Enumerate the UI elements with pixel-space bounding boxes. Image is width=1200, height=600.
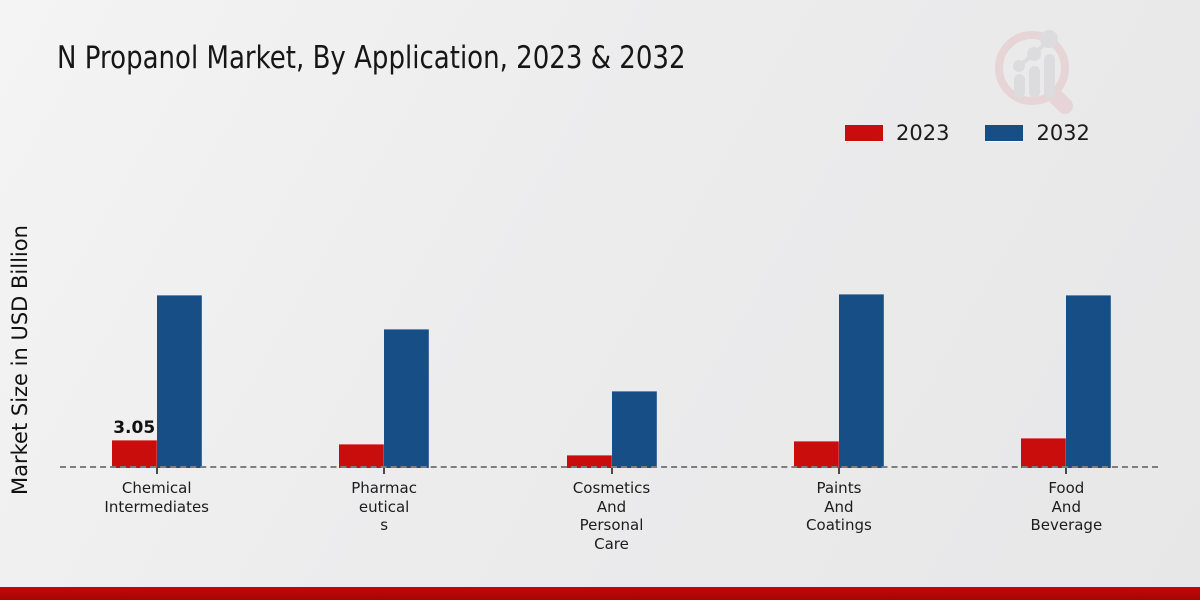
bar-2023-chemical-intermediates	[111, 440, 157, 468]
bar-column: 3.05	[111, 418, 157, 468]
legend-item-2023: 2023	[845, 121, 949, 145]
y-axis-label: Market Size in USD Billion	[8, 225, 32, 495]
bar-column	[566, 455, 612, 468]
bar-2032-cosmetics-and-personal-care	[611, 390, 657, 468]
bar-2023-pharmaceuticals	[339, 444, 385, 468]
tick-cell	[725, 468, 952, 474]
logo-bar-icon	[1029, 66, 1040, 98]
x-axis-line	[60, 466, 1158, 468]
x-axis-ticks	[43, 468, 1180, 474]
bar-group	[498, 0, 725, 468]
bar-2032-pharmaceuticals	[384, 328, 430, 468]
plot-area: 3.05	[43, 0, 1180, 468]
logo-bar-icon	[1044, 54, 1055, 98]
legend-label-2032: 2032	[1036, 121, 1090, 145]
bar-column	[339, 444, 385, 468]
magnifier-ring-icon	[995, 31, 1069, 105]
bar-group	[953, 0, 1180, 468]
axis-tick	[155, 468, 158, 474]
tick-cell	[498, 468, 725, 474]
x-axis-labels: Chemical Intermediates Pharmac eutical s C…	[43, 479, 1180, 553]
bar-2023-cosmetics-and-personal-care	[566, 455, 612, 468]
chart-title: N Propanol Market, By Application, 2023 …	[57, 40, 686, 76]
axis-tick	[383, 468, 386, 474]
bar-column	[838, 293, 884, 468]
brand-logo-watermark	[995, 30, 1073, 114]
footer-accent-bar	[0, 587, 1200, 600]
axis-tick	[1065, 468, 1068, 474]
legend-swatch-2023-icon	[845, 125, 883, 141]
bar-column	[384, 328, 430, 468]
bar-column	[1066, 295, 1112, 468]
legend-item-2032: 2032	[985, 121, 1090, 145]
category-label: Chemical Intermediates	[104, 479, 209, 516]
bar-group: 3.05	[43, 0, 270, 468]
tick-cell	[270, 468, 497, 474]
legend-swatch-2032-icon	[985, 125, 1024, 141]
bar-2023-food-and-beverage	[1021, 438, 1067, 468]
bar-2032-food-and-beverage	[1066, 295, 1112, 468]
tick-cell	[43, 468, 270, 474]
category-label: Pharmac eutical s	[351, 479, 417, 534]
bar-value-label: 3.05	[113, 418, 156, 438]
category-label: Paints And Coatings	[806, 479, 872, 534]
legend: 2023 2032	[845, 121, 1090, 145]
bar-2032-paints-and-coatings	[838, 293, 884, 468]
logo-bar-icon	[1014, 74, 1025, 98]
bar-column	[1021, 438, 1067, 468]
legend-label-2023: 2023	[896, 121, 950, 145]
axis-tick	[610, 468, 613, 474]
bar-group	[725, 0, 952, 468]
tick-cell	[953, 468, 1180, 474]
bar-2023-paints-and-coatings	[793, 440, 839, 468]
category-label: Cosmetics And Personal Care	[572, 479, 651, 553]
bar-2032-chemical-intermediates	[156, 295, 202, 468]
bar-column	[793, 440, 839, 468]
category-label: Food And Beverage	[1030, 479, 1103, 534]
axis-tick	[837, 468, 840, 474]
bar-group	[270, 0, 497, 468]
bar-column	[156, 295, 202, 468]
bar-column	[611, 390, 657, 468]
